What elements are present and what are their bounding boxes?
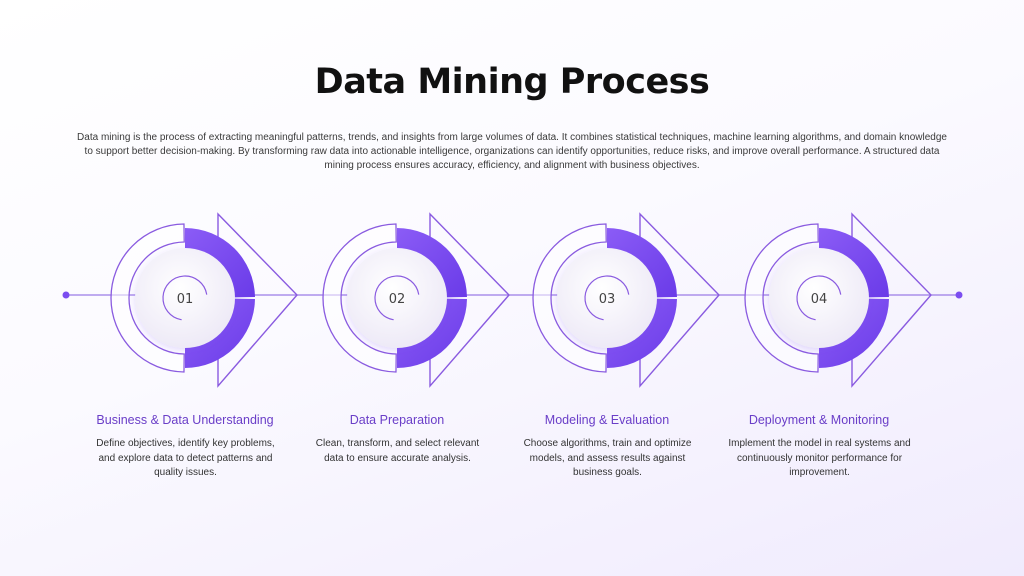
step-left-outline-ring xyxy=(322,223,397,373)
intro-paragraph: Data mining is the process of extracting… xyxy=(77,132,947,171)
timeline-start-dot xyxy=(62,291,70,299)
step-graphic-4: 04 xyxy=(744,212,932,388)
step-number: 04 xyxy=(811,292,828,307)
step-inner-disc xyxy=(347,248,447,348)
step-description: Choose algorithms, train and optimize mo… xyxy=(523,438,692,478)
step-inner-disc xyxy=(557,248,657,348)
step-number-arc xyxy=(162,275,208,321)
step-title: Business & Data Understanding xyxy=(96,413,274,427)
step-number: 02 xyxy=(389,292,406,307)
page-title: Data Mining Process xyxy=(314,62,710,102)
step-description: Implement the model in real systems and … xyxy=(728,438,911,478)
step-number: 01 xyxy=(177,292,194,307)
step-description: Clean, transform, and select relevant da… xyxy=(315,438,480,464)
step-title: Deployment & Monitoring xyxy=(748,413,890,427)
timeline-end-dot xyxy=(955,291,963,299)
step-left-outline-ring xyxy=(744,223,819,373)
step-left-outline-ring xyxy=(532,223,607,373)
step-title: Modeling & Evaluation xyxy=(544,413,670,427)
step-graphic-3: 03 xyxy=(532,212,720,388)
step-number: 03 xyxy=(599,292,616,307)
step-inner-disc xyxy=(135,248,235,348)
step-number-arc xyxy=(584,275,630,321)
step-number-arc xyxy=(374,275,420,321)
step-left-outline-ring xyxy=(110,223,185,373)
step-inner-disc xyxy=(769,248,869,348)
step-title: Data Preparation xyxy=(349,413,445,427)
step-graphic-1: 01 xyxy=(110,212,298,388)
step-description: Define objectives, identify key problems… xyxy=(96,438,275,478)
step-graphic-2: 02 xyxy=(322,212,510,388)
step-number-arc xyxy=(796,275,842,321)
